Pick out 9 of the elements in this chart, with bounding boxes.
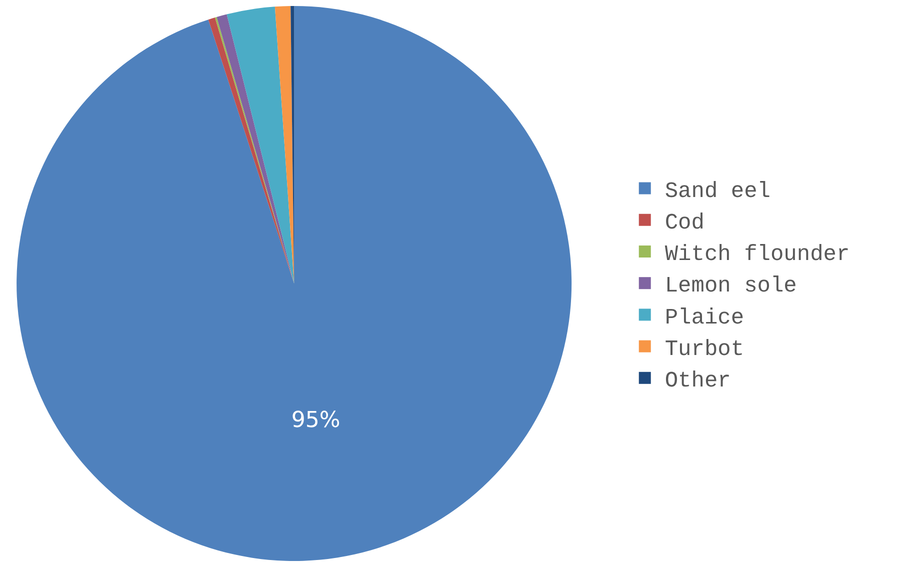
pie-slice [16,6,572,561]
legend-label: Witch flounder [664,242,850,268]
legend-label: Lemon sole [664,274,797,299]
legend-label: Sand eel [664,178,770,204]
legend-label: Other [664,368,731,394]
data-label: 95% [291,408,340,434]
legend-label: Cod [664,210,704,236]
legend-label: Turbot [664,336,744,362]
legend-label: Plaice [664,305,744,330]
